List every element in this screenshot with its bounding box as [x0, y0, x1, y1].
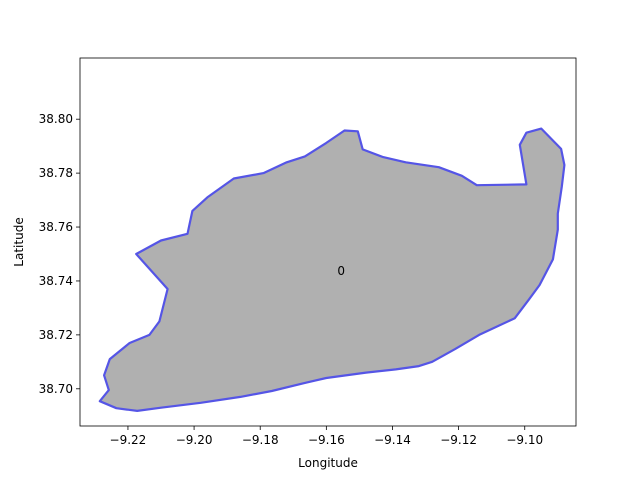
x-tick-label: −9.14: [374, 433, 411, 447]
x-tick-label: −9.16: [308, 433, 345, 447]
y-tick-label: 38.76: [39, 220, 73, 234]
x-axis-label: Longitude: [298, 456, 358, 470]
y-tick-label: 38.70: [39, 382, 73, 396]
x-tick-label: −9.10: [506, 433, 543, 447]
x-tick-label: −9.22: [110, 433, 147, 447]
y-tick-label: 38.78: [39, 166, 73, 180]
y-axis-ticks: 38.70 38.72 38.74 38.76 38.78 38.80: [39, 112, 80, 396]
y-tick-label: 38.72: [39, 328, 73, 342]
y-axis-label: Latitude: [12, 217, 26, 266]
x-tick-label: −9.18: [242, 433, 279, 447]
y-tick-label: 38.80: [39, 112, 73, 126]
y-tick-label: 38.74: [39, 274, 73, 288]
axes-frame: [79, 57, 577, 427]
region-polygon: [98, 127, 566, 412]
x-tick-label: −9.20: [176, 433, 213, 447]
x-tick-label: −9.12: [440, 433, 477, 447]
region-label: 0: [337, 264, 345, 278]
x-axis-ticks: −9.22 −9.20 −9.18 −9.16 −9.14 −9.12 −9.10: [110, 426, 543, 447]
